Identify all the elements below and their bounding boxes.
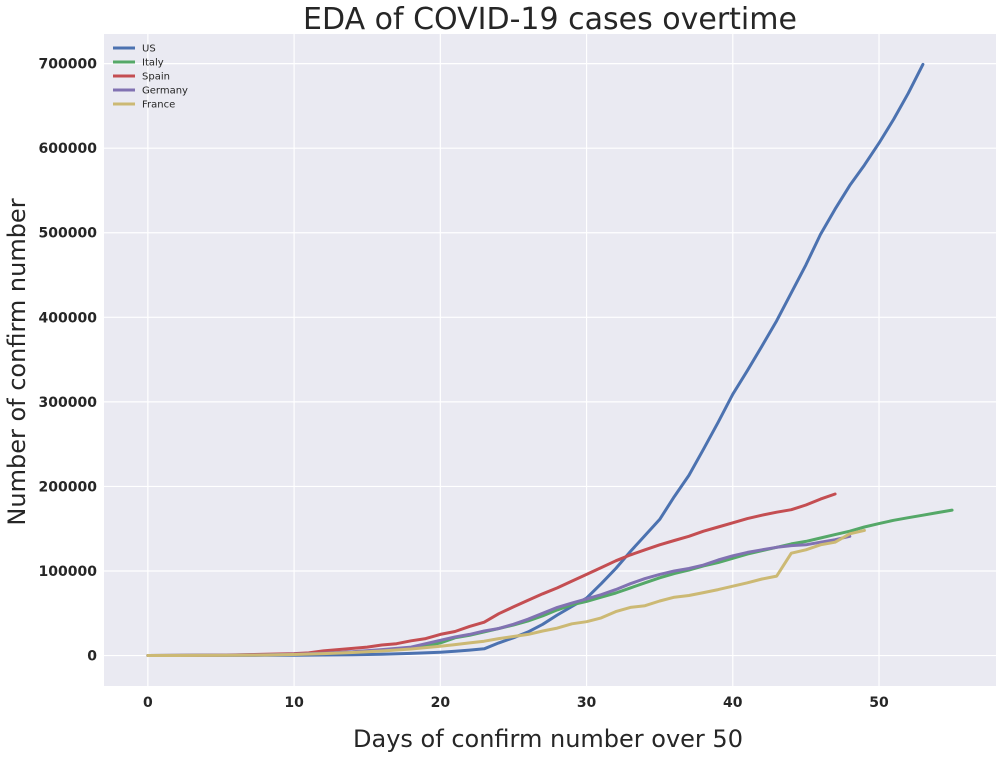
legend-label: Spain bbox=[142, 72, 170, 83]
y-axis-label: Number of confirm number bbox=[3, 198, 31, 525]
x-tick-label: 30 bbox=[577, 695, 597, 711]
y-tick-label: 200000 bbox=[39, 479, 98, 495]
y-tick-label: 700000 bbox=[39, 57, 98, 73]
y-tick-label: 100000 bbox=[39, 564, 98, 580]
x-tick-label: 20 bbox=[431, 695, 451, 711]
y-tick-label: 400000 bbox=[39, 310, 98, 326]
x-axis-label: Days of confirm number over 50 bbox=[353, 725, 743, 753]
legend-label: US bbox=[142, 44, 156, 55]
y-tick-label: 300000 bbox=[39, 395, 98, 411]
legend-label: France bbox=[142, 100, 175, 111]
series-line-spain bbox=[146, 492, 837, 657]
plot-area bbox=[104, 34, 996, 686]
y-tick-label: 0 bbox=[87, 649, 97, 665]
x-tick-label: 0 bbox=[143, 695, 153, 711]
series-line-france bbox=[146, 528, 866, 657]
grid-lines bbox=[104, 34, 996, 686]
x-tick-label: 50 bbox=[869, 695, 889, 711]
y-axis-ticks: 0 100000 200000 300000 400000 500000 600000 700… bbox=[39, 57, 98, 665]
x-axis-ticks: 0 10 20 30 40 50 bbox=[143, 695, 889, 711]
series-line-us bbox=[146, 62, 925, 657]
chart-title: EDA of COVID-19 cases overtime bbox=[303, 2, 797, 37]
x-tick-label: 10 bbox=[284, 695, 304, 711]
legend-label: Germany bbox=[142, 86, 188, 97]
legend: US Italy Spain Germany France bbox=[113, 44, 188, 111]
x-tick-label: 40 bbox=[723, 695, 743, 711]
y-tick-label: 600000 bbox=[39, 141, 98, 157]
y-tick-label: 500000 bbox=[39, 226, 98, 242]
series-lines bbox=[146, 62, 954, 657]
legend-label: Italy bbox=[142, 58, 164, 69]
